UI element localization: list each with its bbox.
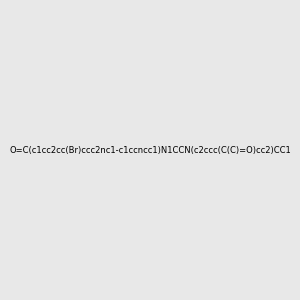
Text: O=C(c1cc2cc(Br)ccc2nc1-c1ccncc1)N1CCN(c2ccc(C(C)=O)cc2)CC1: O=C(c1cc2cc(Br)ccc2nc1-c1ccncc1)N1CCN(c2… bbox=[9, 146, 291, 154]
